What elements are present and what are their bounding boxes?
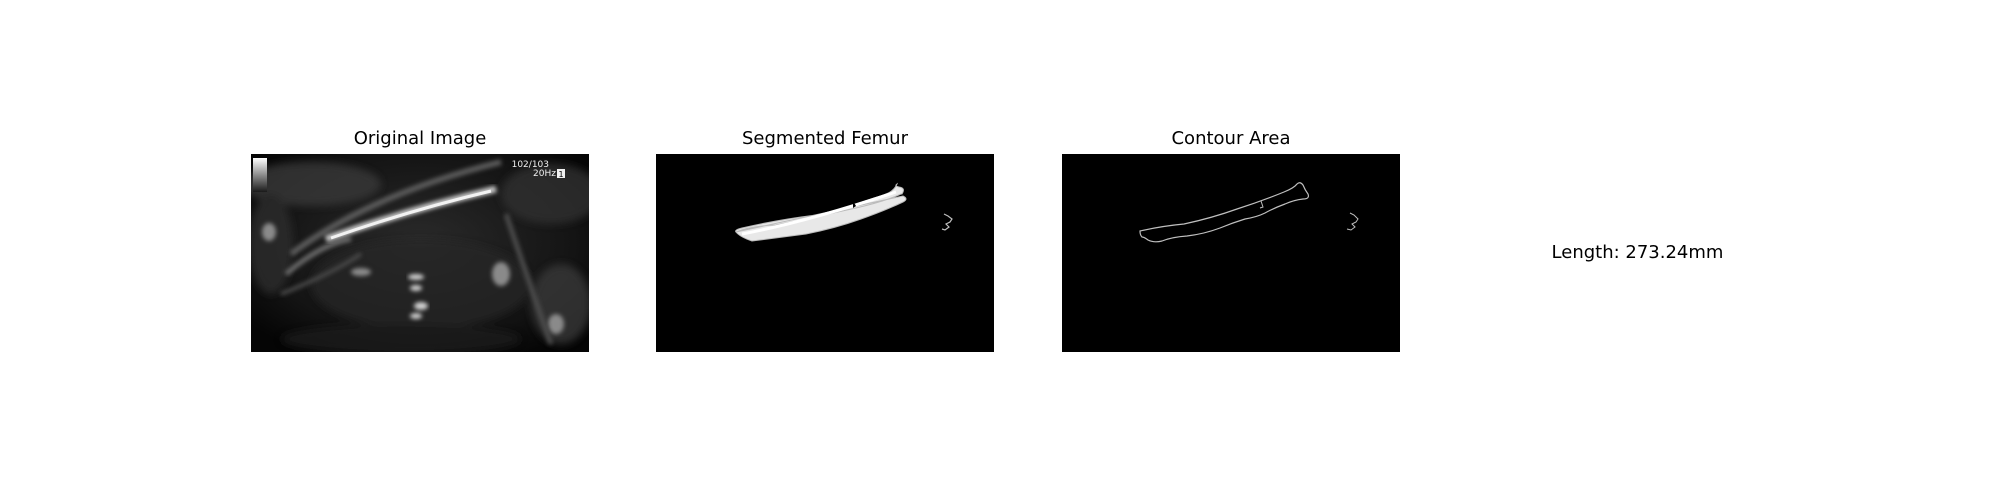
frame-counter-text: 102/103 xyxy=(512,160,549,170)
femur-contour xyxy=(1139,182,1310,243)
segmentation-mask xyxy=(656,154,994,352)
segmented-femur-image xyxy=(656,154,994,352)
frequency-text: 20Hz xyxy=(533,169,556,179)
artifact-speck xyxy=(941,213,953,231)
ultrasound-scan: 102/103 20Hz 1 xyxy=(251,154,589,352)
frequency-suffix-text: 1 xyxy=(558,170,563,179)
artifact-contour xyxy=(1346,212,1359,231)
grayscale-bar-icon xyxy=(253,158,267,192)
contour-outline xyxy=(1062,154,1400,352)
segmented-femur-title: Segmented Femur xyxy=(741,128,908,149)
contour-area-image xyxy=(1062,154,1400,352)
femur-length-readout: Length: 273.24mm xyxy=(1551,242,1724,263)
original-image-title: Original Image xyxy=(353,128,487,149)
original-ultrasound-image: 102/103 20Hz 1 xyxy=(251,154,589,352)
contour-area-title: Contour Area xyxy=(1171,128,1291,149)
